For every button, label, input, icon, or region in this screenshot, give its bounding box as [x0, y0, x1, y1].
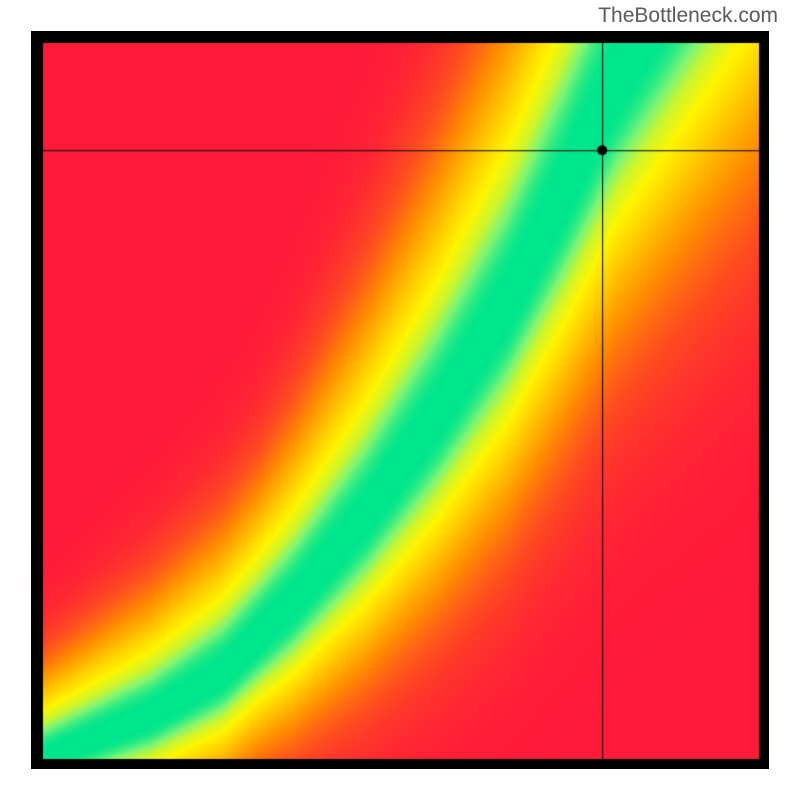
watermark-text: TheBottleneck.com — [598, 4, 778, 28]
bottleneck-heatmap — [31, 31, 769, 769]
heatmap-canvas — [31, 31, 769, 769]
